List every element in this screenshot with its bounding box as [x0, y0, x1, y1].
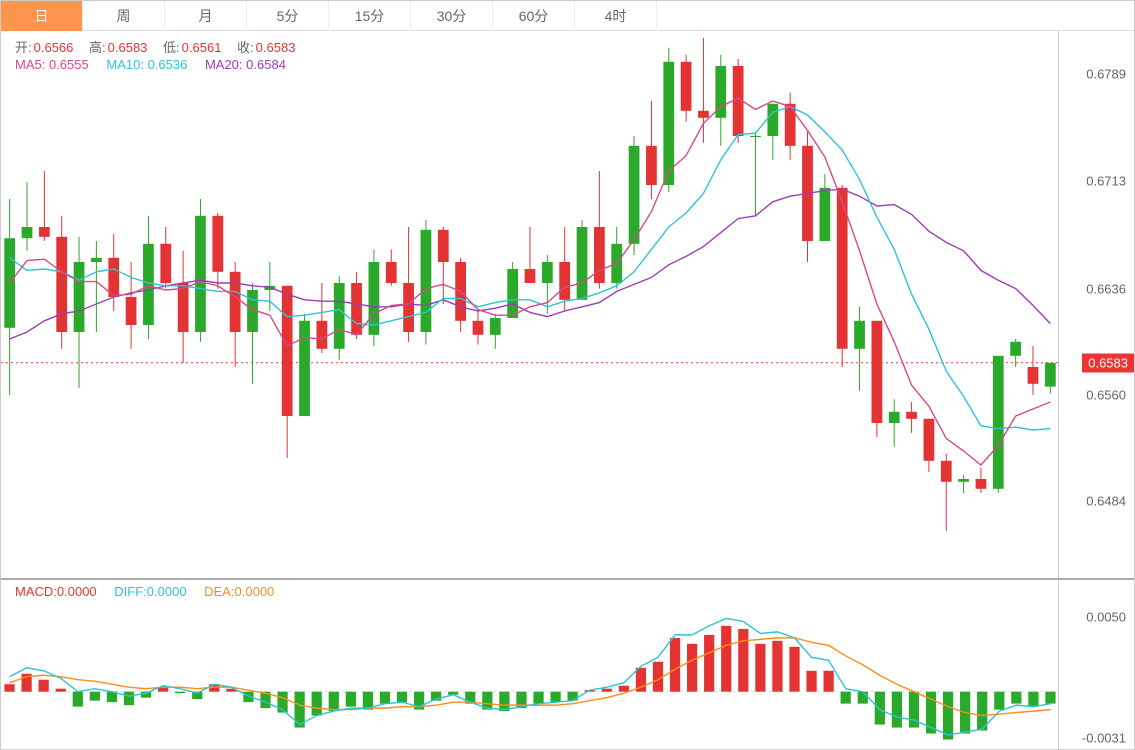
diff-label: DIFF: — [114, 584, 147, 599]
macd-svg[interactable] — [1, 580, 1059, 750]
timeframe-tab-5[interactable]: 30分 — [411, 1, 493, 31]
candlestick-svg[interactable] — [1, 31, 1059, 556]
current-price-badge: 0.6583 — [1082, 353, 1134, 372]
macd-tick: -0.0031 — [1082, 731, 1126, 746]
macd-tick: 0.0050 — [1086, 609, 1126, 624]
macd-panel: MACD:0.0000 DIFF:0.0000 DEA:0.0000 0.005… — [1, 579, 1134, 749]
timeframe-tab-3[interactable]: 5分 — [247, 1, 329, 31]
macd-value: 0.0000 — [57, 584, 97, 599]
diff-value: 0.0000 — [147, 584, 187, 599]
timeframe-tab-6[interactable]: 60分 — [493, 1, 575, 31]
price-y-axis: 0.6789 0.6713 0.6636 0.6560 0.6484 0.6583 — [1058, 31, 1134, 578]
timeframe-tab-2[interactable]: 月 — [165, 1, 247, 31]
timeframe-tab-7[interactable]: 4时 — [575, 1, 657, 31]
candlestick-panel: 开:0.6566 高:0.6583 低:0.6561 收:0.6583 MA5:… — [1, 31, 1134, 579]
dea-value: 0.0000 — [235, 584, 275, 599]
dea-label: DEA: — [204, 584, 234, 599]
timeframe-tab-4[interactable]: 15分 — [329, 1, 411, 31]
price-tick: 0.6713 — [1086, 173, 1126, 188]
macd-y-axis: 0.0050 -0.0031 — [1058, 580, 1134, 749]
price-tick: 0.6789 — [1086, 67, 1126, 82]
timeframe-tabs: 日周月5分15分30分60分4时 — [1, 1, 1134, 31]
chart-container: 日周月5分15分30分60分4时 开:0.6566 高:0.6583 低:0.6… — [0, 0, 1135, 750]
price-tick: 0.6560 — [1086, 388, 1126, 403]
price-tick: 0.6484 — [1086, 494, 1126, 509]
macd-label: MACD: — [15, 584, 57, 599]
price-tick: 0.6636 — [1086, 281, 1126, 296]
macd-readout: MACD:0.0000 DIFF:0.0000 DEA:0.0000 — [15, 584, 274, 599]
timeframe-tab-0[interactable]: 日 — [1, 1, 83, 31]
timeframe-tab-1[interactable]: 周 — [83, 1, 165, 31]
